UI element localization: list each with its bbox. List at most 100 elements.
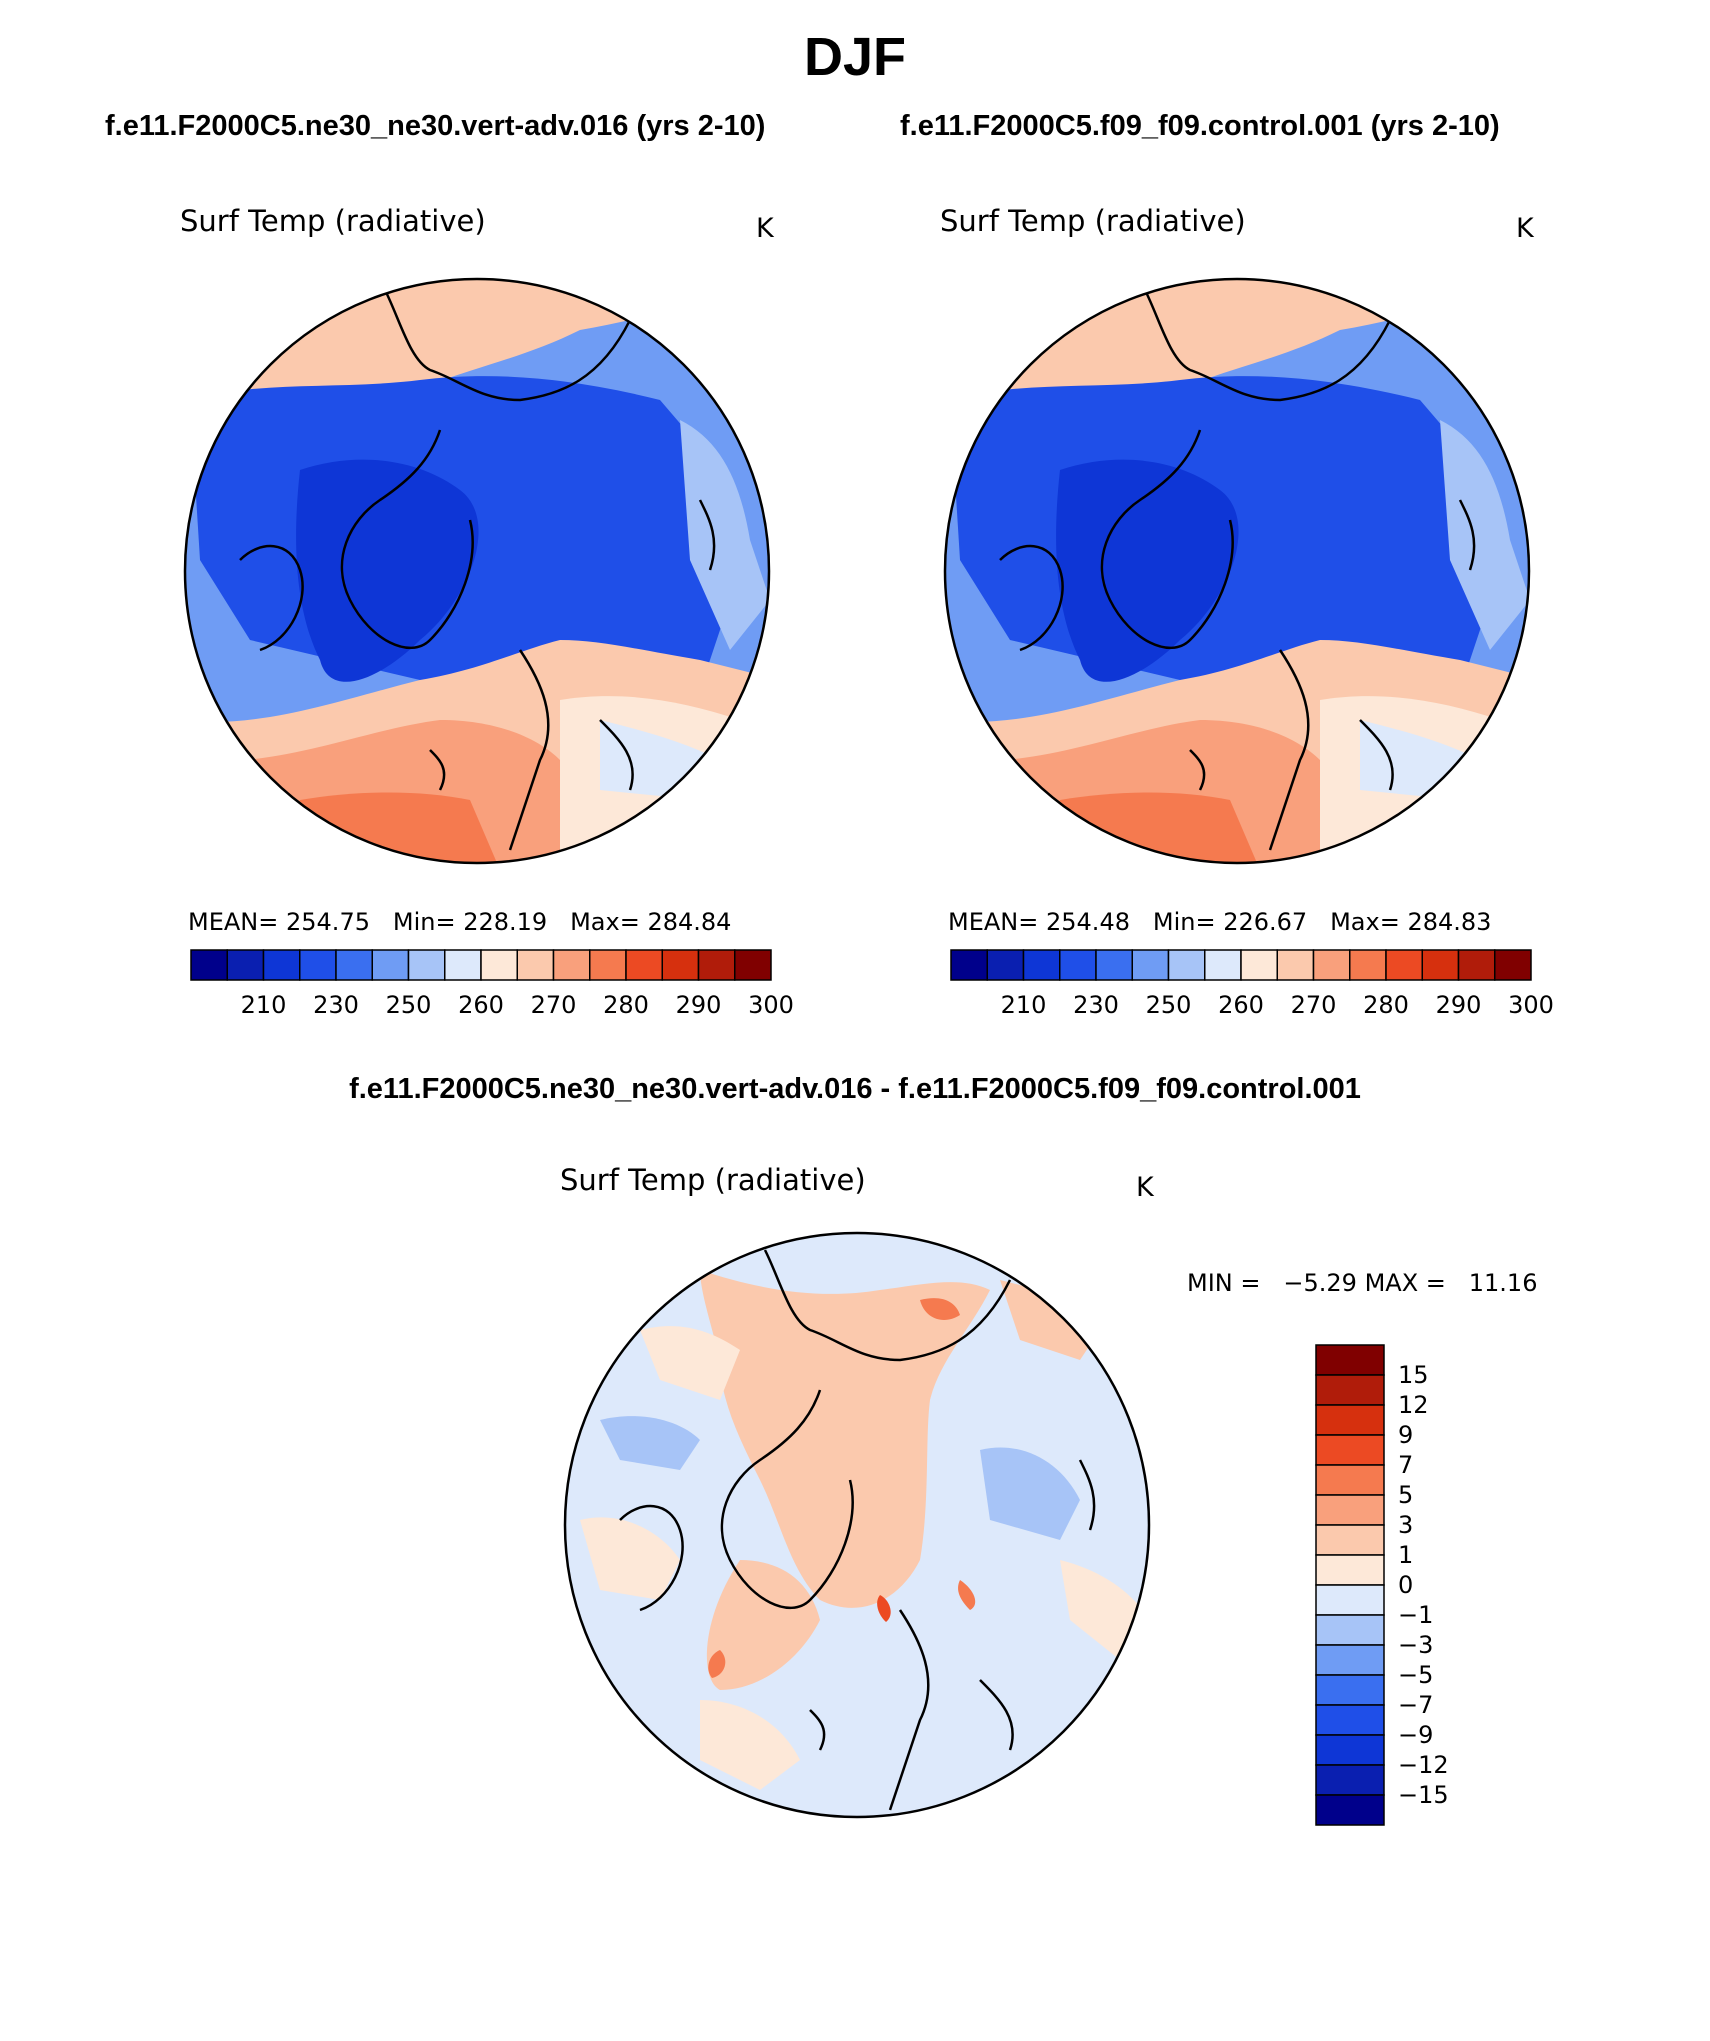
diff-colorbar-box: [1315, 1794, 1385, 1826]
right-colorbar-box: [1204, 949, 1242, 981]
diff-colorbar-box: [1315, 1374, 1385, 1406]
left-run-title: f.e11.F2000C5.ne30_ne30.vert-adv.016 (yr…: [105, 110, 766, 142]
left-colorbar-tick-label: 300: [748, 991, 794, 1019]
left-units: K: [756, 213, 774, 244]
right-colorbar-tick-label: 260: [1218, 991, 1264, 1019]
diff-colorbar-box: [1315, 1494, 1385, 1526]
left-colorbar-box: [226, 949, 265, 981]
right-colorbar: [950, 949, 1532, 981]
left-colorbar-box: [625, 949, 663, 981]
diff-colorbar-box: [1315, 1344, 1385, 1376]
right-colorbar-box: [1167, 949, 1206, 981]
right-mean-value: 254.48: [1046, 908, 1130, 936]
diff-colorbar-tick-label: 3: [1398, 1511, 1414, 1539]
left-colorbar-box: [480, 949, 518, 981]
left-colorbar-box: [444, 949, 482, 981]
diff-min-label: MIN =: [1187, 1269, 1261, 1297]
right-min-label: Min=: [1152, 908, 1216, 936]
right-max-value: 284.83: [1407, 908, 1492, 936]
diff-colorbar-tick-label: 15: [1398, 1361, 1429, 1389]
diff-coastlines: [619, 1249, 1096, 1811]
left-colorbar-box: [661, 949, 700, 981]
right-map-fill: [945, 279, 1529, 863]
diff-colorbar-tick-label: −12: [1398, 1751, 1449, 1779]
right-colorbar-tick-label: 270: [1290, 991, 1337, 1019]
right-run-title: f.e11.F2000C5.f09_f09.control.001 (yrs 2…: [900, 110, 1500, 142]
left-colorbar-box: [734, 949, 772, 981]
right-colorbar-box: [1457, 949, 1496, 981]
diff-colorbar-tick-label: 7: [1398, 1451, 1414, 1479]
diff-colorbar-tick-label: −15: [1398, 1781, 1449, 1809]
diff-colorbar-tick-label: −7: [1398, 1691, 1434, 1719]
left-stats: MEAN= 254.75 Min= 228.19 Max= 284.84: [188, 910, 731, 934]
left-colorbar-box: [299, 949, 337, 981]
diff-colorbar-tick-label: 1: [1398, 1541, 1414, 1569]
diff-colorbar-box: [1315, 1764, 1385, 1796]
right-colorbar-tick-label: 300: [1508, 991, 1554, 1019]
left-colorbar-tick-label: 270: [530, 991, 577, 1019]
right-units: K: [1516, 213, 1534, 244]
right-max-label: Max=: [1330, 908, 1400, 936]
diff-variable-title: Surf Temp (radiative): [560, 1163, 866, 1197]
diff-colorbar-box: [1315, 1734, 1385, 1766]
right-colorbar-labels: 210 230 250 260 270 280 290 300: [951, 991, 1554, 1023]
right-min-value: 226.67: [1223, 908, 1308, 936]
left-colorbar: [190, 949, 772, 981]
diff-colorbar-tick-label: −5: [1398, 1661, 1434, 1689]
diff-colorbar-box: [1315, 1464, 1385, 1496]
right-colorbar-box: [1494, 949, 1532, 981]
left-colorbar-tick-label: 250: [385, 991, 432, 1019]
diff-max-label: MAX =: [1364, 1269, 1446, 1297]
diff-colorbar-tick-label: 5: [1398, 1481, 1414, 1509]
difference-title: f.e11.F2000C5.ne30_ne30.vert-adv.016 - f…: [349, 1073, 1361, 1105]
right-stats: MEAN= 254.48 Min= 226.67 Max= 284.83: [948, 910, 1491, 934]
diff-colorbar-tick-label: 9: [1398, 1421, 1414, 1449]
diff-colorbar: [1315, 1344, 1385, 1826]
left-coastlines: [239, 289, 716, 851]
left-max-value: 284.84: [647, 908, 732, 936]
left-mean-value: 254.75: [286, 908, 370, 936]
diff-map-fill: [565, 1233, 1149, 1817]
diff-colorbar-box: [1315, 1584, 1385, 1616]
diff-min-max: MIN = −5.29 MAX = 11.16: [1187, 1271, 1537, 1295]
right-mean-label: MEAN=: [948, 908, 1039, 936]
left-min-label: Min=: [392, 908, 456, 936]
diff-colorbar-tick-label: −1: [1398, 1601, 1434, 1629]
left-mean-label: MEAN=: [188, 908, 279, 936]
diff-colorbar-box: [1315, 1614, 1385, 1646]
diff-colorbar-box: [1315, 1554, 1385, 1586]
diff-colorbar-tick-label: 12: [1398, 1391, 1429, 1419]
right-colorbar-box: [950, 949, 988, 981]
right-colorbar-box: [1312, 949, 1351, 981]
diff-colorbar-box: [1315, 1644, 1385, 1676]
left-min-value: 228.19: [463, 908, 548, 936]
left-colorbar-box: [190, 949, 228, 981]
figure-title: DJF: [803, 27, 906, 87]
left-colorbar-box: [407, 949, 446, 981]
diff-min-value: −5.29: [1283, 1269, 1357, 1297]
diff-units: K: [1136, 1172, 1154, 1203]
diff-colorbar-box: [1315, 1704, 1385, 1736]
left-colorbar-tick-label: 260: [458, 991, 504, 1019]
right-colorbar-box: [1385, 949, 1423, 981]
left-colorbar-tick-label: 230: [313, 991, 359, 1019]
diff-colorbar-tick-label: −3: [1398, 1631, 1434, 1659]
left-colorbar-box: [335, 949, 373, 981]
right-colorbar-box: [986, 949, 1025, 981]
left-max-label: Max=: [570, 908, 640, 936]
right-colorbar-box: [1059, 949, 1097, 981]
right-colorbar-box: [1022, 949, 1061, 981]
diff-colorbar-labels: 15 12 9 7 5 3 1 0 −1 −3 −5 −7 −9 −12 −15: [1398, 1345, 1498, 1825]
right-variable-title: Surf Temp (radiative): [940, 204, 1246, 238]
diff-colorbar-box: [1315, 1524, 1385, 1556]
right-colorbar-tick-label: 230: [1073, 991, 1119, 1019]
diff-colorbar-tick-label: −9: [1398, 1721, 1434, 1749]
right-colorbar-tick-label: 250: [1145, 991, 1192, 1019]
right-colorbar-tick-label: 290: [1435, 991, 1482, 1019]
right-colorbar-tick-label: 210: [1000, 991, 1047, 1019]
left-colorbar-tick-label: 290: [675, 991, 722, 1019]
right-coastlines: [999, 289, 1476, 851]
